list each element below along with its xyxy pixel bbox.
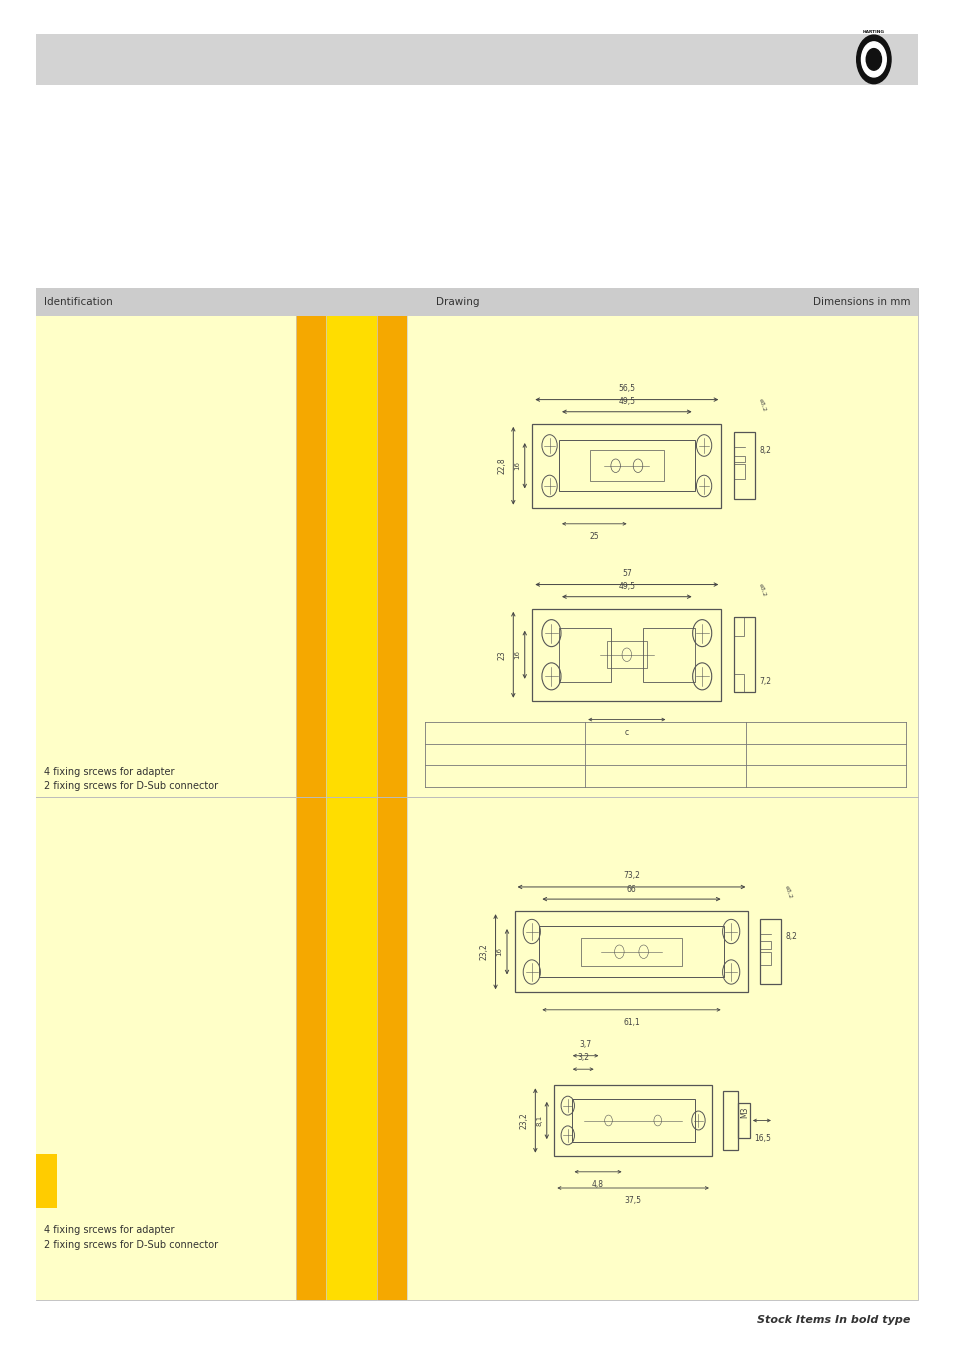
Text: 66: 66 xyxy=(626,884,636,894)
Bar xyxy=(589,451,663,481)
Text: 57: 57 xyxy=(621,568,631,578)
Bar xyxy=(733,456,744,463)
Bar xyxy=(733,464,744,479)
Bar xyxy=(759,919,780,984)
Bar xyxy=(36,34,917,85)
Bar xyxy=(36,288,917,1300)
Text: 37,5: 37,5 xyxy=(624,1196,641,1206)
Bar xyxy=(514,911,747,992)
Bar xyxy=(532,424,720,508)
Text: 16: 16 xyxy=(514,462,519,470)
Bar xyxy=(733,617,754,693)
Text: ø3,2: ø3,2 xyxy=(782,886,792,899)
Text: 4 fixing srcews for adapter: 4 fixing srcews for adapter xyxy=(44,1224,174,1235)
Bar xyxy=(580,938,681,965)
Circle shape xyxy=(865,49,881,70)
Text: 8,1: 8,1 xyxy=(536,1115,541,1126)
Bar xyxy=(407,316,917,1300)
Text: M3: M3 xyxy=(740,1107,748,1118)
Text: 8,2: 8,2 xyxy=(759,446,770,455)
Text: 23,2: 23,2 xyxy=(479,944,488,960)
Bar xyxy=(376,316,407,1300)
Bar xyxy=(759,952,771,965)
Bar xyxy=(295,316,326,1300)
Bar xyxy=(36,316,295,1300)
Bar xyxy=(722,1091,738,1150)
Text: c: c xyxy=(624,728,628,737)
Text: 49,5: 49,5 xyxy=(618,397,635,406)
Text: 8,2: 8,2 xyxy=(784,933,797,941)
Text: 16,5: 16,5 xyxy=(753,1134,770,1143)
Text: Dimensions in mm: Dimensions in mm xyxy=(812,297,909,306)
Text: 49,5: 49,5 xyxy=(618,582,635,591)
Bar xyxy=(326,316,376,1300)
Bar xyxy=(733,432,754,500)
Bar xyxy=(606,641,646,668)
Text: 25: 25 xyxy=(589,532,598,541)
Text: 23,2: 23,2 xyxy=(518,1112,528,1129)
Text: HARTING: HARTING xyxy=(862,30,884,34)
Text: 61,1: 61,1 xyxy=(622,1018,639,1027)
Circle shape xyxy=(856,35,890,84)
Text: 3,7: 3,7 xyxy=(578,1040,591,1049)
Bar xyxy=(36,288,917,316)
Bar xyxy=(558,440,694,491)
Text: 4,8: 4,8 xyxy=(592,1180,603,1189)
Text: 73,2: 73,2 xyxy=(622,871,639,880)
Bar xyxy=(733,617,743,636)
Text: Identification: Identification xyxy=(44,297,112,306)
Text: 3,2: 3,2 xyxy=(577,1053,589,1062)
Bar xyxy=(538,926,722,977)
Text: 23: 23 xyxy=(497,649,506,660)
Text: Stock Items In bold type: Stock Items In bold type xyxy=(756,1315,909,1326)
Text: 2 fixing srcews for D-Sub connector: 2 fixing srcews for D-Sub connector xyxy=(44,1239,218,1250)
Bar xyxy=(733,674,743,693)
Text: 16: 16 xyxy=(514,651,519,659)
Text: 4 fixing srcews for adapter: 4 fixing srcews for adapter xyxy=(44,767,174,778)
Circle shape xyxy=(861,42,885,77)
Text: 56,5: 56,5 xyxy=(618,383,635,393)
Text: 2 fixing srcews for D-Sub connector: 2 fixing srcews for D-Sub connector xyxy=(44,780,218,791)
Text: 22,8: 22,8 xyxy=(497,458,506,474)
Bar xyxy=(554,1085,711,1156)
Bar xyxy=(36,1154,57,1208)
Text: ø3,2: ø3,2 xyxy=(757,583,766,597)
Text: ø3,2: ø3,2 xyxy=(757,398,766,412)
Bar xyxy=(642,628,694,682)
Text: 16: 16 xyxy=(496,948,502,956)
Bar xyxy=(571,1099,694,1142)
Bar xyxy=(738,1103,749,1138)
Bar xyxy=(558,628,610,682)
Text: 7,2: 7,2 xyxy=(759,676,771,686)
Bar xyxy=(532,609,720,701)
Text: Drawing: Drawing xyxy=(436,297,479,306)
Bar xyxy=(759,941,771,949)
